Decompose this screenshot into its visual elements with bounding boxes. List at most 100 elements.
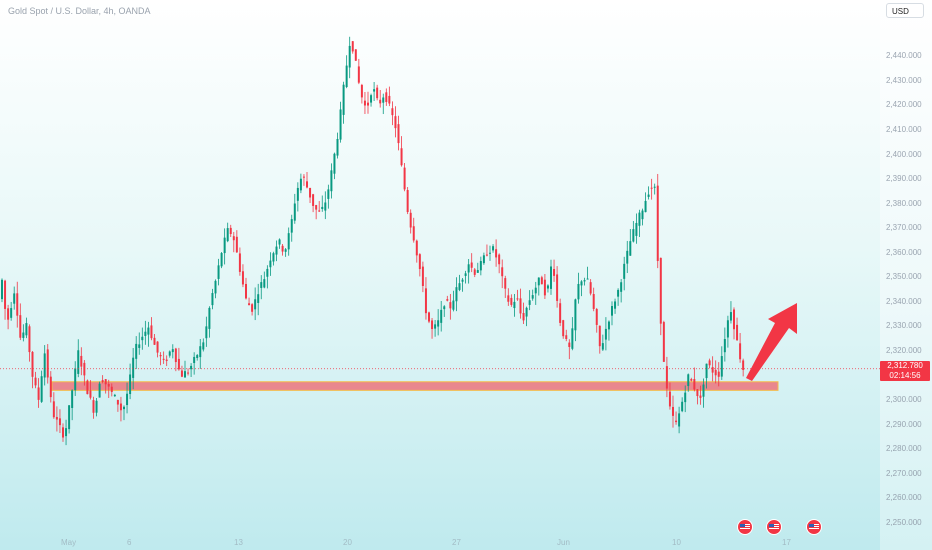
up-arrow-annotation[interactable] [746,303,797,381]
candle-down [174,348,177,363]
candle-down [245,283,247,299]
candle-down [696,389,699,397]
price-tick-label: 2,420.000 [886,100,922,110]
candle-up [98,383,101,398]
candle-up [437,320,440,327]
candle-down [675,420,678,423]
candle-down [562,320,565,337]
candle-down [693,379,696,390]
time-tick-label: May [61,538,77,547]
candle-up [729,312,732,321]
support-zone-rectangle[interactable] [51,381,779,391]
candle-down [104,379,107,385]
price-scale[interactable] [880,0,932,550]
candle-up [226,228,229,242]
candle-up [278,239,281,245]
candle-up [607,321,610,330]
us-flag-icon[interactable] [737,519,753,535]
candle-down [55,416,58,420]
candle-down [153,337,156,345]
price-tick-label: 2,320.000 [886,346,922,356]
candle-up [678,413,681,427]
candle-down [251,304,254,312]
candle-down [232,236,235,241]
candle-down [357,66,360,83]
candle-up [77,350,80,374]
candle-up [275,246,278,255]
candle-up [513,301,516,309]
candle-up [254,299,257,310]
time-tick-label: 13 [234,538,243,547]
us-flag-icon[interactable] [766,519,782,535]
chart-pane[interactable] [0,0,880,550]
candle-down [485,254,488,256]
us-flag-icon[interactable] [806,519,822,535]
candle-down [360,84,363,98]
candle-down [708,360,711,366]
candle-up [205,326,208,339]
current-price-badge: 2,312.780 02:14:56 [880,361,930,381]
candle-up [617,289,620,297]
candle-down [391,108,394,116]
candle-up [293,203,296,221]
candle-up [269,260,272,268]
candle-up [220,253,223,267]
candle-up [476,270,479,273]
candle-down [37,387,40,400]
candle-down [421,266,424,286]
candle-down [315,205,318,210]
candle-up [321,206,324,210]
currency-selector-button[interactable]: USD [886,3,924,18]
candle-up [272,253,275,262]
candle-down [34,377,37,386]
candle-down [397,124,400,144]
candle-down [400,148,403,166]
candle-down [714,369,717,376]
candle-down [656,185,659,261]
candle-down [470,262,473,268]
candle-up [574,299,577,331]
candle-up [546,285,549,289]
price-tick-label: 2,370.000 [886,223,922,233]
candle-up [440,309,443,323]
candle-up [583,280,586,282]
candle-down [281,245,284,252]
candle-up [68,405,71,430]
candle-up [434,324,437,329]
price-tick-label: 2,440.000 [886,51,922,61]
candle-down [31,351,34,377]
candle-up [479,261,482,271]
candle-down [80,355,83,367]
time-tick-label: 17 [782,538,791,547]
candle-down [568,342,571,347]
candle-down [52,401,55,418]
candle-down [543,279,546,296]
symbol-title: Gold Spot / U.S. Dollar, 4h, OANDA [8,6,151,16]
candle-down [180,370,183,377]
candle-down [248,303,251,306]
price-tick-label: 2,360.000 [886,247,922,257]
candlestick-chart[interactable] [0,0,880,550]
candle-up [534,287,537,294]
candle-up [647,194,650,197]
candle-down [388,95,391,104]
candle-up [296,187,299,201]
candle-up [458,283,461,290]
candle-down [379,99,382,104]
candle-up [22,332,25,338]
candle-up [199,346,202,358]
candle-up [611,306,613,316]
price-tick-label: 2,330.000 [886,321,922,331]
candle-down [159,355,162,357]
candle-down [241,271,244,285]
candle-up [284,249,287,252]
candle-up [528,300,531,305]
candle-up [342,84,345,115]
candle-down [699,395,702,398]
candle-up [632,229,635,242]
candle-down [418,254,421,270]
candle-down [107,383,110,387]
candle-up [723,339,726,353]
candle-down [519,298,522,314]
